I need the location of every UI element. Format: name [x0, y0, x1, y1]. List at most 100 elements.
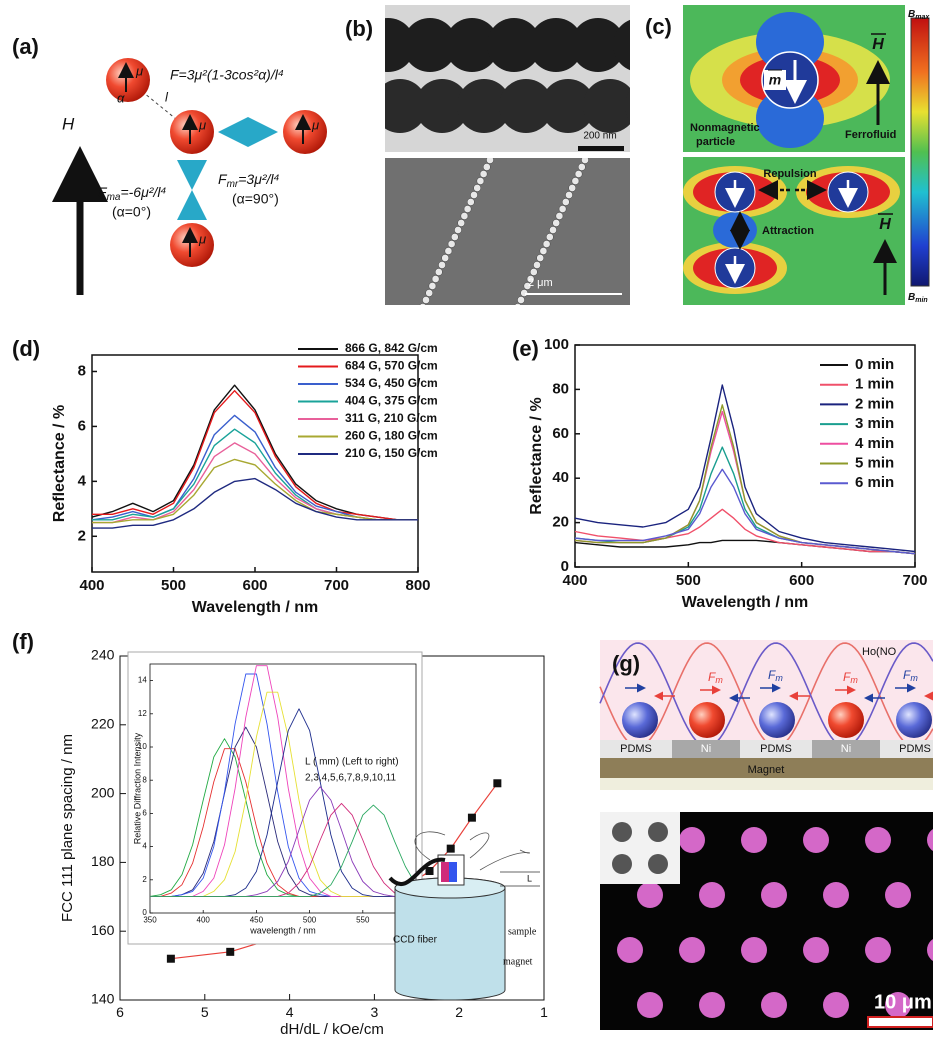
sample-band [441, 862, 449, 882]
particle [927, 829, 933, 851]
data-line [574, 468, 916, 555]
inset-image [600, 812, 680, 884]
legend-label: 534 G, 450 G/cm [345, 376, 438, 390]
repulsion-label: Repulsion [763, 168, 816, 180]
legend-label: 260 G, 180 G/cm [345, 429, 438, 443]
particle [679, 937, 705, 963]
y-tick-label: 80 [552, 380, 569, 397]
legend-label: 210 G, 150 G/cm [345, 446, 438, 460]
data-line [574, 384, 916, 553]
y-tick-label: 220 [91, 716, 115, 732]
sphere [170, 223, 214, 267]
panel-label: (d) [12, 336, 40, 361]
y-tick-label: 2 [78, 527, 86, 544]
bead [541, 79, 595, 133]
subscript: m [715, 675, 723, 685]
bead [479, 170, 488, 178]
bead [457, 219, 466, 227]
particle [927, 939, 933, 961]
bead [447, 240, 456, 248]
bead [438, 261, 446, 269]
panel-label: (f) [12, 629, 34, 654]
bead [517, 296, 525, 304]
y-tick-label: 240 [91, 647, 115, 663]
force-label: Fm [843, 670, 858, 685]
layer-label: PDMS [760, 743, 792, 755]
moment-label: m [769, 72, 781, 88]
bead [625, 90, 630, 122]
y-tick-label: 100 [544, 336, 569, 353]
x-tick-label: 600 [242, 577, 267, 594]
sphere [106, 58, 150, 102]
symbol: F [768, 668, 776, 682]
y-tick-label: 2 [142, 875, 147, 884]
force-label: Fm [768, 668, 783, 683]
x-tick-label: 550 [356, 916, 370, 925]
force-label: Fm [903, 668, 918, 683]
panel-g: (g) Ho(NO Fm Fm Fm Fm PDMS Ni PDMS Ni PDMS … [599, 640, 933, 1030]
force-formula: F=3μ²(1-3cos²α)/l⁴ [170, 67, 284, 83]
bead [463, 205, 472, 213]
bead [450, 233, 459, 241]
magnet [600, 758, 933, 778]
data-point [493, 779, 502, 788]
symbol: F [98, 184, 108, 200]
panel-c: (c) m Nonmagnetic particle Ferrofluid H … [645, 5, 930, 305]
gap-label: L [527, 873, 532, 883]
magnet-label: Magnet [748, 764, 785, 776]
bead [542, 240, 551, 248]
y-tick-label: 4 [142, 842, 147, 851]
fluid-label: Ferrofluid [845, 129, 896, 141]
particle-label: particle [696, 136, 735, 148]
particle [803, 827, 829, 853]
x-tick-label: 500 [161, 577, 186, 594]
formula: =3μ²/l⁴ [238, 171, 279, 187]
particle [679, 827, 705, 853]
panel-f-overlay: L ( mm) (Left to right) 2,3,4,5,6,7,8,9,… [305, 757, 540, 1001]
bead [536, 254, 545, 262]
bead [476, 177, 485, 185]
x-tick-label: 2 [455, 1004, 463, 1020]
subscript: m [850, 675, 858, 685]
inset-particle [612, 822, 632, 842]
layer-label: Ni [841, 743, 851, 755]
bead [529, 268, 538, 276]
x-tick-label: 800 [405, 577, 430, 594]
sphere [896, 702, 932, 738]
data-line [92, 390, 418, 521]
bead [565, 191, 573, 199]
bead [431, 275, 440, 283]
legend-label: 404 G, 375 G/cm [345, 394, 438, 408]
sem-beads [419, 158, 589, 305]
sphere [170, 110, 214, 154]
y-tick-label: 6 [78, 417, 86, 434]
colorbar [910, 17, 930, 287]
bead [460, 212, 469, 220]
solution-label: Ho(NO [862, 646, 897, 658]
subscript: min [915, 297, 927, 304]
y-tick-label: 12 [138, 709, 147, 718]
symbol: B [908, 292, 915, 303]
moment-label: μ [198, 117, 206, 132]
panel-a: (a) H μ μ μ μ α l F=3μ²(1-3cos²α)/l⁴ Fma… [12, 34, 327, 295]
inset-particle [648, 854, 668, 874]
sample-label: sample [508, 926, 537, 937]
particle [741, 827, 767, 853]
legend-label: 3 min [855, 415, 894, 432]
particle-label: Nonmagnetic [690, 122, 760, 134]
y-tick-label: 160 [91, 922, 115, 938]
bead [419, 303, 427, 305]
ni-strip [672, 740, 740, 758]
bead [574, 170, 583, 178]
y-tick-label: 0 [561, 558, 569, 575]
inset-particle [612, 854, 632, 874]
scale-bar [867, 1016, 933, 1028]
bead [555, 212, 564, 220]
x-tick-label: 450 [250, 916, 264, 925]
colorbar-min: Bmin [908, 292, 928, 304]
colorbar-max: Bmax [908, 9, 930, 21]
symbol: F [218, 171, 228, 187]
field-lines [414, 831, 530, 871]
particle [823, 882, 849, 908]
particle [885, 882, 911, 908]
